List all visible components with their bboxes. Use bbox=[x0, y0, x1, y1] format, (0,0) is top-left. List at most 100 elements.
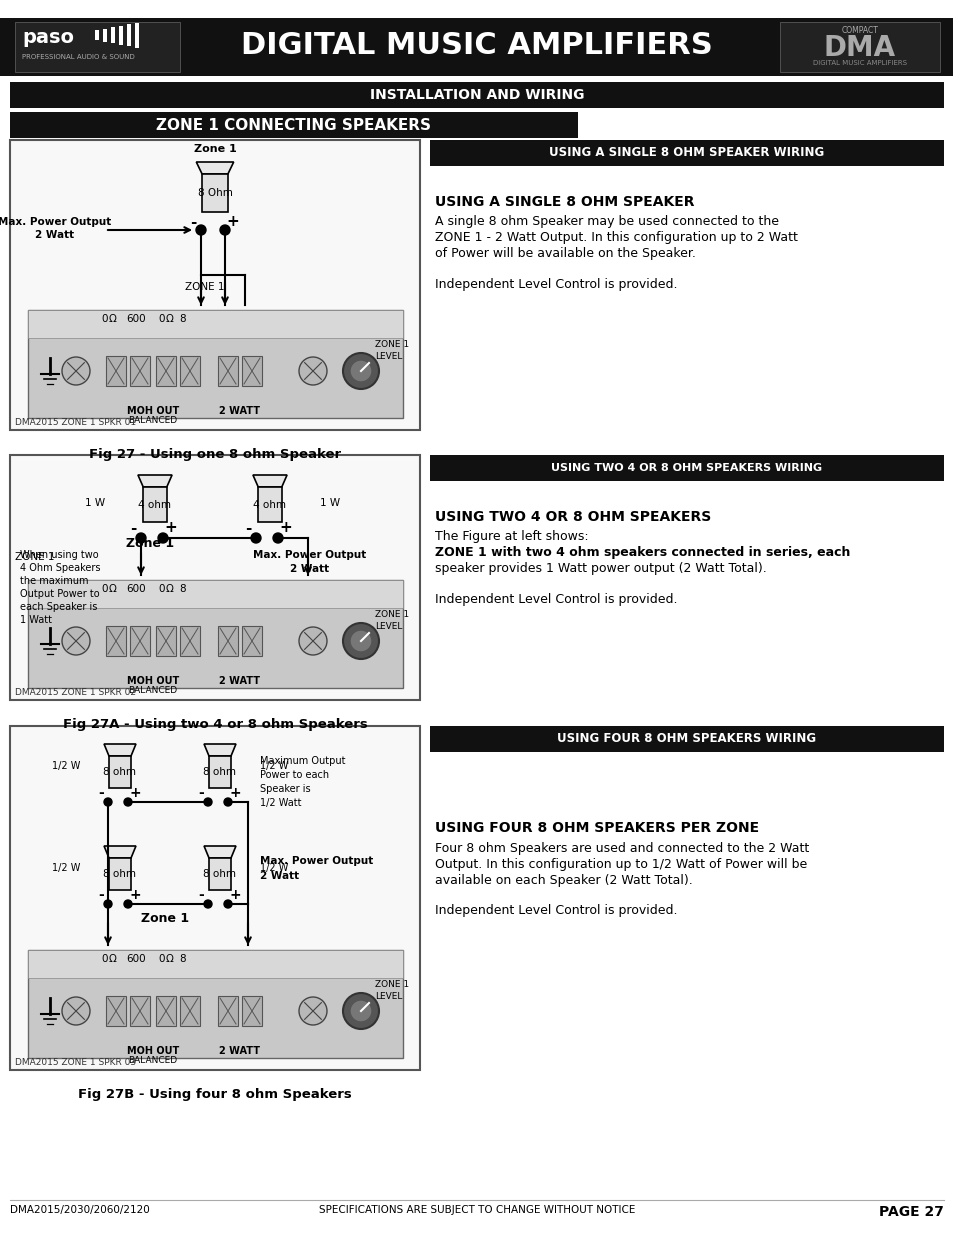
Circle shape bbox=[124, 798, 132, 806]
Text: Ω: Ω bbox=[109, 314, 116, 324]
Circle shape bbox=[195, 225, 206, 235]
Bar bbox=[430, 140, 943, 165]
Text: 1 Watt: 1 Watt bbox=[20, 615, 52, 625]
Bar bbox=[106, 356, 126, 387]
Text: ZONE 1 - 2 Watt Output. In this configuration up to 2 Watt: ZONE 1 - 2 Watt Output. In this configur… bbox=[435, 231, 797, 245]
Text: LEVEL: LEVEL bbox=[375, 992, 402, 1002]
Text: USING TWO 4 OR 8 OHM SPEAKERS WIRING: USING TWO 4 OR 8 OHM SPEAKERS WIRING bbox=[551, 463, 821, 473]
Text: 1/2 W: 1/2 W bbox=[51, 761, 80, 771]
Text: Independent Level Control is provided.: Independent Level Control is provided. bbox=[435, 593, 677, 606]
Bar bbox=[180, 626, 200, 656]
Text: 4 ohm: 4 ohm bbox=[138, 499, 172, 510]
Circle shape bbox=[343, 622, 378, 659]
Text: available on each Speaker (2 Watt Total).: available on each Speaker (2 Watt Total)… bbox=[435, 874, 692, 887]
Text: 0: 0 bbox=[101, 953, 108, 965]
Text: DMA2015 ZONE 1 SPKR 03: DMA2015 ZONE 1 SPKR 03 bbox=[15, 1058, 136, 1067]
Text: Ω: Ω bbox=[109, 584, 116, 594]
Text: USING A SINGLE 8 OHM SPEAKER: USING A SINGLE 8 OHM SPEAKER bbox=[435, 195, 694, 209]
Circle shape bbox=[298, 997, 327, 1025]
Circle shape bbox=[343, 353, 378, 389]
Bar bbox=[156, 626, 175, 656]
Text: PAGE 27: PAGE 27 bbox=[879, 1205, 943, 1219]
Text: Max. Power Output: Max. Power Output bbox=[253, 550, 366, 559]
Bar bbox=[130, 356, 150, 387]
Text: -: - bbox=[245, 520, 251, 536]
Text: Zone 1: Zone 1 bbox=[126, 537, 173, 550]
Text: LEVEL: LEVEL bbox=[375, 622, 402, 631]
Text: DIGITAL MUSIC AMPLIFIERS: DIGITAL MUSIC AMPLIFIERS bbox=[812, 61, 906, 65]
Text: 8 ohm: 8 ohm bbox=[203, 869, 236, 879]
Polygon shape bbox=[104, 743, 136, 756]
Bar bbox=[135, 23, 139, 48]
Bar bbox=[28, 580, 402, 608]
Text: 0: 0 bbox=[101, 314, 108, 324]
Bar bbox=[28, 310, 402, 338]
Text: ZONE 1: ZONE 1 bbox=[375, 340, 409, 350]
Bar bbox=[10, 140, 419, 430]
Polygon shape bbox=[104, 846, 136, 858]
Text: Ω: Ω bbox=[109, 953, 116, 965]
Text: 1/2 W: 1/2 W bbox=[51, 863, 80, 873]
Text: -: - bbox=[198, 785, 204, 800]
Text: +: + bbox=[227, 215, 239, 230]
Text: 600: 600 bbox=[126, 953, 146, 965]
Text: 1/2 W: 1/2 W bbox=[260, 863, 288, 873]
Text: Ω: Ω bbox=[165, 314, 173, 324]
Text: Output. In this configuration up to 1/2 Watt of Power will be: Output. In this configuration up to 1/2 … bbox=[435, 858, 806, 871]
Circle shape bbox=[298, 627, 327, 655]
Text: COMPACT: COMPACT bbox=[841, 26, 878, 35]
Text: DMA: DMA bbox=[823, 35, 895, 62]
Text: MOH OUT: MOH OUT bbox=[127, 406, 179, 416]
Text: 1/2 Watt: 1/2 Watt bbox=[260, 798, 301, 808]
Text: 2 WATT: 2 WATT bbox=[219, 1046, 260, 1056]
Text: Four 8 ohm Speakers are used and connected to the 2 Watt: Four 8 ohm Speakers are used and connect… bbox=[435, 842, 808, 855]
Text: Ω: Ω bbox=[165, 584, 173, 594]
Text: -: - bbox=[98, 888, 104, 902]
Bar bbox=[28, 950, 402, 978]
Text: Fig 27 - Using one 8 ohm Speaker: Fig 27 - Using one 8 ohm Speaker bbox=[89, 448, 341, 461]
Bar bbox=[119, 26, 123, 44]
Circle shape bbox=[158, 534, 168, 543]
Text: USING TWO 4 OR 8 OHM SPEAKERS: USING TWO 4 OR 8 OHM SPEAKERS bbox=[435, 510, 711, 524]
Text: speaker provides 1 Watt power output (2 Watt Total).: speaker provides 1 Watt power output (2 … bbox=[435, 562, 766, 576]
Text: of Power will be available on the Speaker.: of Power will be available on the Speake… bbox=[435, 247, 695, 261]
Text: USING FOUR 8 OHM SPEAKERS PER ZONE: USING FOUR 8 OHM SPEAKERS PER ZONE bbox=[435, 821, 759, 835]
Circle shape bbox=[204, 900, 212, 908]
Bar bbox=[28, 950, 402, 1058]
Text: 8 ohm: 8 ohm bbox=[203, 767, 236, 777]
Bar bbox=[127, 23, 131, 46]
Text: -: - bbox=[190, 215, 196, 230]
Text: 4 Ohm Speakers: 4 Ohm Speakers bbox=[20, 563, 100, 573]
Text: A single 8 ohm Speaker may be used connected to the: A single 8 ohm Speaker may be used conne… bbox=[435, 215, 779, 228]
Text: 8: 8 bbox=[179, 953, 186, 965]
Text: DMA2015 ZONE 1 SPKR 01: DMA2015 ZONE 1 SPKR 01 bbox=[15, 417, 136, 427]
Text: each Speaker is: each Speaker is bbox=[20, 601, 97, 613]
Text: Zone 1: Zone 1 bbox=[193, 144, 236, 154]
Text: SPECIFICATIONS ARE SUBJECT TO CHANGE WITHOUT NOTICE: SPECIFICATIONS ARE SUBJECT TO CHANGE WIT… bbox=[318, 1205, 635, 1215]
Text: ZONE 1: ZONE 1 bbox=[375, 610, 409, 619]
Text: -: - bbox=[198, 888, 204, 902]
Circle shape bbox=[104, 900, 112, 908]
Circle shape bbox=[62, 997, 90, 1025]
Text: Power to each: Power to each bbox=[260, 769, 329, 781]
Text: +: + bbox=[129, 888, 141, 902]
Text: Independent Level Control is provided.: Independent Level Control is provided. bbox=[435, 904, 677, 918]
Text: +: + bbox=[165, 520, 177, 536]
Circle shape bbox=[350, 359, 372, 382]
Text: 8 Ohm: 8 Ohm bbox=[197, 188, 233, 198]
Polygon shape bbox=[138, 475, 172, 487]
Bar bbox=[15, 22, 180, 72]
Text: 2 Watt: 2 Watt bbox=[35, 230, 74, 240]
Text: BALANCED: BALANCED bbox=[129, 685, 177, 695]
Text: Output Power to: Output Power to bbox=[20, 589, 99, 599]
Bar bbox=[103, 28, 107, 42]
Bar bbox=[218, 995, 237, 1026]
Bar bbox=[180, 995, 200, 1026]
Text: USING A SINGLE 8 OHM SPEAKER WIRING: USING A SINGLE 8 OHM SPEAKER WIRING bbox=[549, 147, 823, 159]
Text: 2 WATT: 2 WATT bbox=[219, 406, 260, 416]
Polygon shape bbox=[253, 475, 287, 487]
Text: 2 Watt: 2 Watt bbox=[260, 871, 299, 881]
Text: When using two: When using two bbox=[20, 550, 98, 559]
Bar bbox=[130, 995, 150, 1026]
Text: 0: 0 bbox=[101, 584, 108, 594]
